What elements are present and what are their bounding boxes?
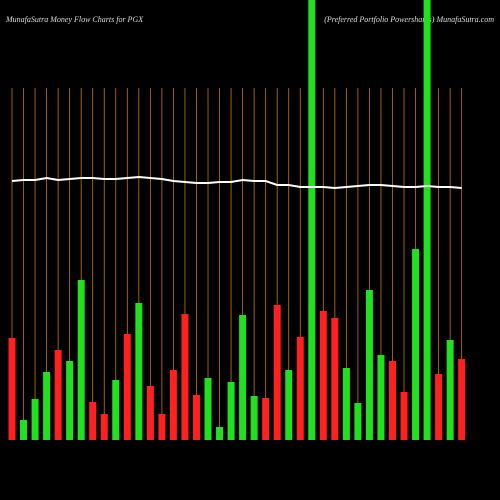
bar [239, 315, 247, 440]
bar [331, 318, 339, 440]
bar [273, 305, 281, 440]
bar [100, 414, 108, 440]
bar [250, 396, 258, 440]
bar [123, 334, 131, 440]
bar [216, 427, 224, 440]
bar [192, 395, 200, 440]
bar [204, 378, 212, 440]
bar [365, 290, 373, 440]
bar [377, 355, 385, 440]
bar [342, 368, 350, 440]
bar [446, 340, 454, 440]
bar [296, 337, 304, 440]
bar [285, 370, 293, 440]
line [11, 175, 462, 190]
bar [112, 380, 120, 440]
chart-title: MunafaSutra Money Flow Charts for PGX [5, 15, 144, 24]
bar [43, 372, 51, 440]
bar [435, 374, 443, 440]
bar [262, 398, 270, 440]
bar [54, 350, 62, 440]
bar [400, 392, 408, 440]
bar [89, 402, 97, 440]
bar [319, 311, 327, 440]
chart-subtitle: (Preferred Portfolio Powershares) Munafa… [324, 15, 494, 24]
bar [308, 0, 316, 440]
bar [135, 303, 143, 440]
bar [169, 370, 177, 440]
bar [31, 399, 39, 440]
bar [423, 0, 431, 440]
bar [388, 361, 396, 440]
bar [66, 361, 74, 440]
bar [458, 359, 466, 440]
bar [227, 382, 235, 440]
bar [412, 249, 420, 440]
bar [158, 414, 166, 440]
bar [146, 386, 154, 440]
bar [20, 420, 28, 440]
bar [8, 338, 16, 440]
bar [181, 314, 189, 440]
bar [354, 403, 362, 440]
bar [77, 280, 85, 440]
